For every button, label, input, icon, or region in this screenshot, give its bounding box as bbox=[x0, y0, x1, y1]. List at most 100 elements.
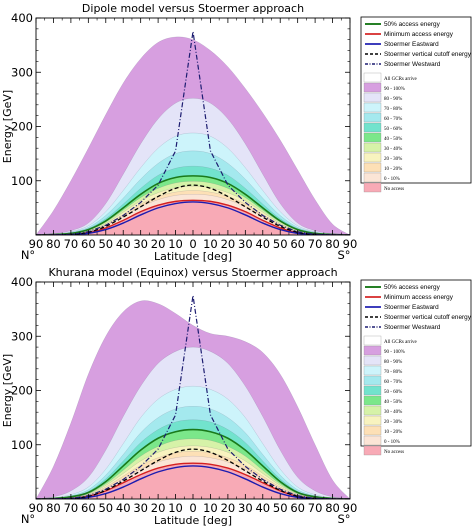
legend-band-swatch bbox=[363, 425, 382, 436]
x-tick-label: 90 bbox=[29, 237, 44, 251]
x-tick-label: 90 bbox=[29, 501, 44, 515]
legend-band-swatch bbox=[363, 405, 382, 416]
legend-band-swatch bbox=[363, 345, 382, 356]
chart-title: Dipole model versus Stoermer approach bbox=[82, 2, 304, 15]
legend-band-label: 50 - 60% bbox=[384, 127, 402, 132]
legend-line-label: 50% access energy bbox=[384, 21, 441, 28]
x-tick-label: 40 bbox=[255, 501, 270, 515]
legend-band-swatch bbox=[363, 172, 382, 183]
legend-band-swatch bbox=[363, 415, 382, 426]
legend-band-swatch bbox=[363, 162, 382, 173]
x-tick-label: 30 bbox=[133, 237, 148, 251]
legend-band-label: 80 - 90% bbox=[384, 97, 402, 102]
series-50-access-energy bbox=[36, 175, 350, 235]
x-tick-label: 70 bbox=[64, 501, 79, 515]
legend-band-label: 60 - 70% bbox=[384, 380, 402, 385]
x-end-label-north: N° bbox=[21, 512, 35, 526]
legend-band-label: 40 - 50% bbox=[384, 400, 402, 405]
x-tick-label: 70 bbox=[308, 501, 323, 515]
x-tick-label: 30 bbox=[238, 501, 253, 515]
y-tick-label: 400 bbox=[11, 11, 33, 25]
legend-band-label: 70 - 80% bbox=[384, 370, 402, 375]
bands bbox=[36, 295, 350, 499]
legend-band-swatch bbox=[363, 445, 382, 456]
x-tick-label: 10 bbox=[168, 237, 183, 251]
x-tick-label: 10 bbox=[203, 237, 218, 251]
legend-band-label: 70 - 80% bbox=[384, 107, 402, 112]
legend-band-label: All GCRs arrive bbox=[384, 340, 418, 345]
legend-line-label: Stoermer Eastward bbox=[384, 41, 439, 48]
x-tick-label: 70 bbox=[308, 237, 323, 251]
legend-band-label: 0 - 10% bbox=[384, 177, 400, 182]
legend-band-label: 10 - 20% bbox=[384, 430, 402, 435]
y-axis-label: Energy [GeV] bbox=[1, 90, 14, 163]
x-tick-label: 60 bbox=[290, 237, 305, 251]
legend-band-swatch bbox=[363, 435, 382, 446]
x-end-label-south: S° bbox=[337, 512, 350, 526]
legend-band-label: 0 - 10% bbox=[384, 440, 400, 445]
legend: 50% access energy Minimum access energy St… bbox=[360, 279, 472, 456]
legend-band-swatch bbox=[363, 82, 382, 93]
y-tick-label: 300 bbox=[11, 329, 33, 343]
chart-title: Khurana model (Equinox) versus Stoermer … bbox=[48, 266, 337, 279]
legend-band-swatch bbox=[363, 142, 382, 153]
legend-line-label: Stoermer vertical cutoff energy bbox=[384, 51, 472, 58]
legend-band-swatch bbox=[363, 132, 382, 143]
x-tick-label: 10 bbox=[203, 501, 218, 515]
x-tick-label: 50 bbox=[273, 501, 288, 515]
x-tick-label: 30 bbox=[238, 237, 253, 251]
legend-band-label: 20 - 30% bbox=[384, 157, 402, 162]
legend-band-label: 40 - 50% bbox=[384, 137, 402, 142]
legend-band-label: 30 - 40% bbox=[384, 410, 402, 415]
x-tick-label: 90 bbox=[343, 501, 358, 515]
x-tick-label: 0 bbox=[189, 501, 196, 515]
x-tick-label: 80 bbox=[46, 501, 61, 515]
x-tick-label: 90 bbox=[343, 237, 358, 251]
chart-panel-1: Dipole model versus Stoermer approach Ene… bbox=[1, 2, 472, 263]
x-end-label-south: S° bbox=[337, 248, 350, 262]
legend-band-swatch bbox=[363, 335, 382, 346]
x-tick-label: 40 bbox=[116, 237, 131, 251]
x-tick-label: 40 bbox=[255, 237, 270, 251]
y-tick-label: 400 bbox=[11, 275, 33, 289]
x-tick-label: 20 bbox=[221, 237, 236, 251]
legend-band-label: No access bbox=[384, 187, 404, 192]
legend-line-label: Stoermer Westward bbox=[384, 324, 441, 331]
x-tick-label: 40 bbox=[116, 501, 131, 515]
legend-band-swatch bbox=[363, 72, 382, 83]
legend-line-label: Stoermer vertical cutoff energy bbox=[384, 314, 472, 321]
legend-band-label: 30 - 40% bbox=[384, 147, 402, 152]
legend-line-label: Minimum access energy bbox=[384, 31, 454, 38]
series-50-access-energy bbox=[36, 428, 350, 499]
legend: 50% access energy Minimum access energy St… bbox=[360, 16, 472, 193]
x-tick-label: 80 bbox=[325, 237, 340, 251]
legend-band-label: 50 - 60% bbox=[384, 390, 402, 395]
x-tick-label: 80 bbox=[46, 237, 61, 251]
legend-band-label: 10 - 20% bbox=[384, 167, 402, 172]
legend-band-swatch bbox=[363, 152, 382, 163]
legend-band-swatch bbox=[363, 112, 382, 123]
legend-band-label: All GCRs arrive bbox=[384, 77, 418, 82]
y-axis-label: Energy [GeV] bbox=[1, 354, 14, 427]
x-tick-label: 20 bbox=[151, 501, 166, 515]
legend-line-label: Stoermer Westward bbox=[384, 61, 441, 68]
x-tick-label: 50 bbox=[98, 237, 113, 251]
x-tick-label: 20 bbox=[221, 501, 236, 515]
x-tick-label: 60 bbox=[81, 237, 96, 251]
y-tick-label: 100 bbox=[11, 438, 33, 452]
legend-line-label: Minimum access energy bbox=[384, 294, 454, 301]
legend-line-label: Stoermer Eastward bbox=[384, 304, 439, 311]
x-end-label-north: N° bbox=[21, 248, 35, 262]
legend-band-label: 90 - 100% bbox=[384, 87, 405, 92]
legend-band-swatch bbox=[363, 102, 382, 113]
x-tick-label: 80 bbox=[325, 501, 340, 515]
y-tick-label: 200 bbox=[11, 384, 33, 398]
y-tick-label: 100 bbox=[11, 174, 33, 188]
x-tick-label: 0 bbox=[189, 237, 196, 251]
legend-band-label: 20 - 30% bbox=[384, 420, 402, 425]
legend-band-label: 80 - 90% bbox=[384, 360, 402, 365]
x-tick-label: 60 bbox=[81, 501, 96, 515]
legend-band-swatch bbox=[363, 375, 382, 386]
legend-band-label: 60 - 70% bbox=[384, 117, 402, 122]
y-tick-label: 200 bbox=[11, 120, 33, 134]
